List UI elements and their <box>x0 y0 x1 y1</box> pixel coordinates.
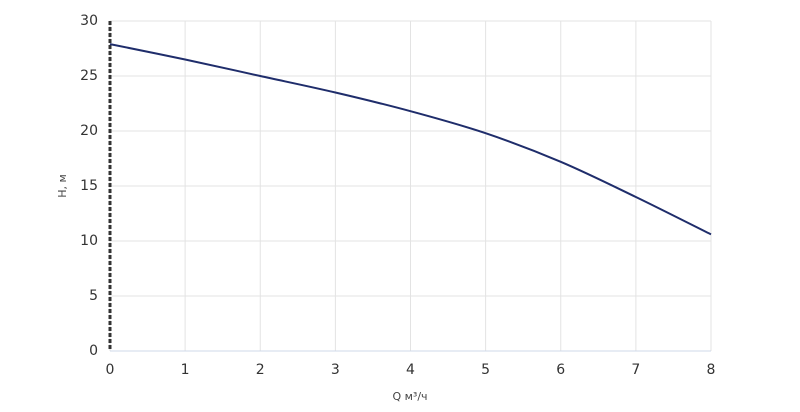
x-tick-label: 6 <box>556 362 565 378</box>
curve <box>109 43 712 236</box>
x-axis-title: Q м³/ч <box>392 390 427 403</box>
x-tick-label: 3 <box>331 362 340 378</box>
x-tick-label: 0 <box>106 362 115 378</box>
x-tick-label: 1 <box>181 362 190 378</box>
x-tick-label: 4 <box>406 362 415 378</box>
x-tick-label: 5 <box>481 362 490 378</box>
y-tick-label: 10 <box>80 233 98 249</box>
y-tick-label: 30 <box>80 13 98 29</box>
y-axis-title: H, м <box>56 174 69 198</box>
y-tick-label: 20 <box>80 123 98 139</box>
x-tick-label: 8 <box>707 362 716 378</box>
y-tick-label: 25 <box>80 68 98 84</box>
y-tick-label: 15 <box>80 178 98 194</box>
y-tick-label: 5 <box>89 288 98 304</box>
x-tick-label: 7 <box>631 362 640 378</box>
x-tick-label: 2 <box>256 362 265 378</box>
y-tick-label: 0 <box>89 343 98 359</box>
